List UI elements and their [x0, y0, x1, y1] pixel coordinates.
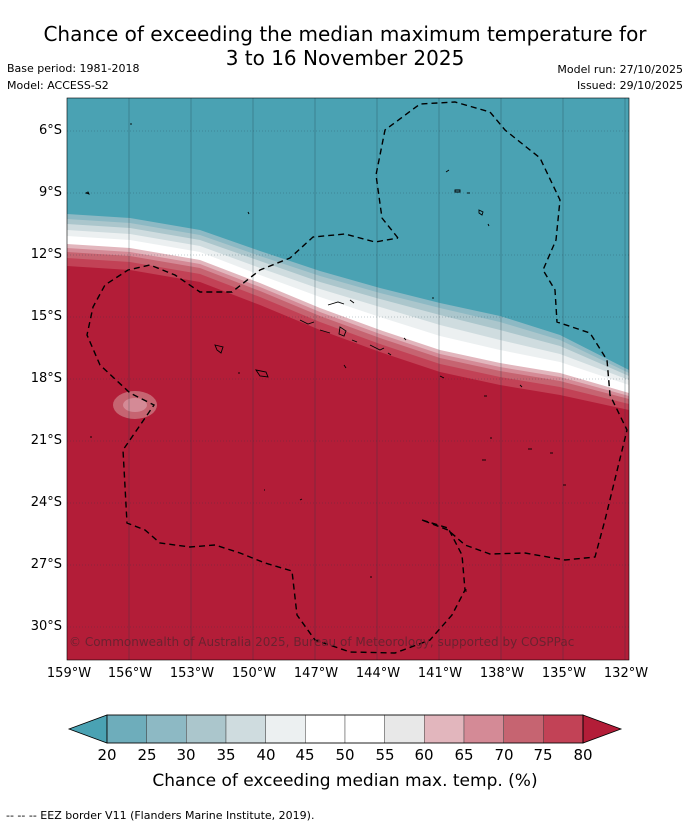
colorbar-tick: 55 [375, 746, 395, 764]
colorbar-cell [344, 714, 385, 744]
colorbar-tick: 60 [414, 746, 434, 764]
colorbar-frame [106, 714, 584, 744]
model-name: Model: ACCESS-S2 [7, 79, 109, 92]
colorbar-cell [463, 714, 504, 744]
colorbar-tick: 20 [97, 746, 117, 764]
lat-label: 21°S [30, 433, 62, 448]
map-title: Chance of exceeding the median maximum t… [0, 22, 690, 70]
map-frame [66, 97, 630, 661]
colorbar-low-extension [67, 714, 108, 744]
lat-label: 15°S [30, 309, 62, 324]
lon-label: 150°W [231, 666, 277, 681]
colorbar-tick: 70 [494, 746, 514, 764]
lat-label: 30°S [30, 619, 62, 634]
colorbar-high-extension [582, 714, 623, 744]
title-line-2: 3 to 16 November 2025 [225, 46, 465, 70]
issued-date: Issued: 29/10/2025 [576, 79, 683, 92]
eez-legend-note: -- -- -- EEZ border V11 (Flanders Marine… [6, 809, 315, 822]
lon-label: 135°W [541, 666, 587, 681]
colorbar-tick: 45 [295, 746, 315, 764]
lon-label: 159°W [46, 666, 92, 681]
lat-label: 24°S [30, 495, 62, 510]
colorbar-tick: 80 [573, 746, 593, 764]
colorbar-tick: 25 [137, 746, 157, 764]
lat-label: 12°S [30, 247, 62, 262]
colorbar-cell [146, 714, 187, 744]
lon-label: 144°W [355, 666, 401, 681]
lat-label: 27°S [30, 557, 62, 572]
model-run: Model run: 27/10/2025 [557, 63, 683, 76]
lon-label: 156°W [107, 666, 153, 681]
colorbar [67, 714, 623, 744]
colorbar-tick: 35 [216, 746, 236, 764]
graticule [67, 98, 629, 660]
copyright-notice: © Commonwealth of Australia 2025, Bureau… [69, 635, 575, 649]
lat-label: 18°S [30, 371, 62, 386]
colorbar-tick: 50 [335, 746, 355, 764]
colorbar-cells [106, 714, 584, 744]
base-period: Base period: 1981-2018 [7, 62, 140, 75]
eez-border [86, 101, 628, 654]
colorbar-tick: 40 [256, 746, 276, 764]
lon-label: 141°W [417, 666, 463, 681]
colorbar-cell [106, 714, 147, 744]
colorbar-cell [503, 714, 544, 744]
title-line-1: Chance of exceeding the median maximum t… [43, 22, 647, 46]
colorbar-tick: 30 [176, 746, 196, 764]
low-probability-region [67, 98, 629, 370]
colorbar-cell [543, 714, 584, 744]
colorbar-cell [424, 714, 465, 744]
lon-label: 132°W [603, 666, 649, 681]
islands [84, 123, 566, 592]
lat-label: 6°S [38, 123, 62, 138]
lat-label: 9°S [38, 185, 62, 200]
colorbar-cell [225, 714, 266, 744]
colorbar-tick: 65 [454, 746, 474, 764]
colorbar-title: Chance of exceeding median max. temp. (%… [152, 771, 538, 791]
colorbar-cell [265, 714, 306, 744]
lon-label: 147°W [293, 666, 339, 681]
colorbar-cell [305, 714, 346, 744]
colorbar-cell [186, 714, 227, 744]
lon-label: 153°W [169, 666, 215, 681]
colorbar-tick: 75 [533, 746, 553, 764]
colorbar-cell [384, 714, 425, 744]
lon-label: 138°W [479, 666, 525, 681]
